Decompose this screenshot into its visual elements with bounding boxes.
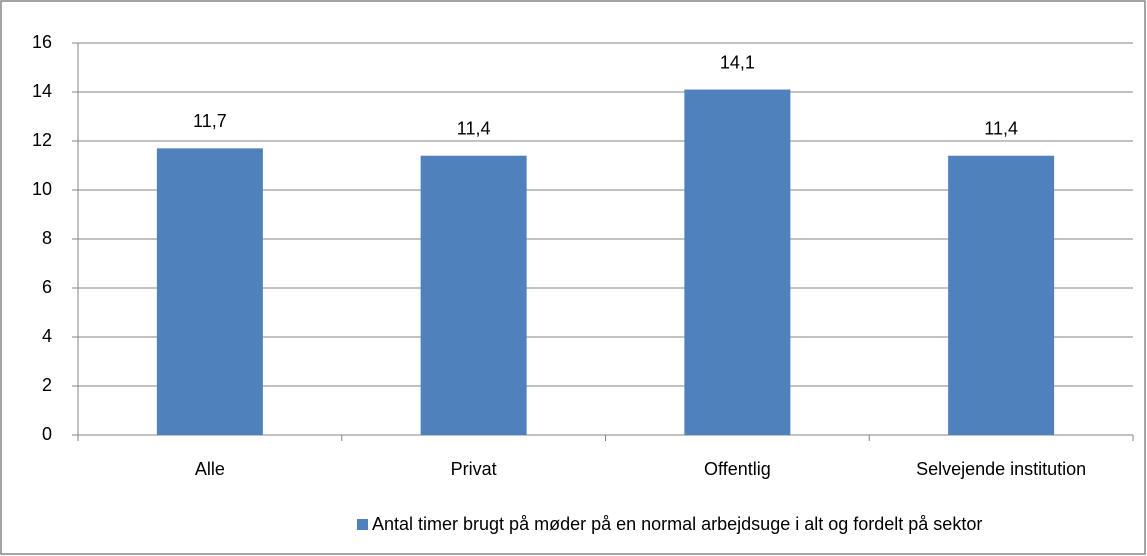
y-tick-label: 14 (32, 81, 52, 101)
y-tick-label: 10 (32, 179, 52, 199)
x-tick-label: Selvejende institution (916, 459, 1086, 479)
y-tick-label: 16 (32, 32, 52, 52)
bar (684, 89, 791, 436)
y-tick-label: 0 (42, 424, 52, 444)
y-tick-label: 2 (42, 375, 52, 395)
x-tick-label: Alle (195, 459, 225, 479)
legend-label: Antal timer brugt på møder på en normal … (372, 514, 982, 534)
y-tick-label: 8 (42, 228, 52, 248)
legend-swatch (357, 519, 368, 530)
bar (420, 155, 527, 435)
x-tick-label: Privat (451, 459, 497, 479)
bar (948, 155, 1055, 435)
x-tick-label: Offentlig (704, 459, 771, 479)
data-label: 14,1 (720, 52, 755, 72)
data-label: 11,4 (457, 118, 491, 138)
y-tick-label: 4 (42, 326, 52, 346)
data-label: 11,7 (193, 111, 227, 131)
y-tick-label: 6 (42, 277, 52, 297)
bar (156, 148, 263, 435)
y-tick-label: 12 (32, 130, 52, 150)
data-label: 11,4 (984, 118, 1018, 138)
